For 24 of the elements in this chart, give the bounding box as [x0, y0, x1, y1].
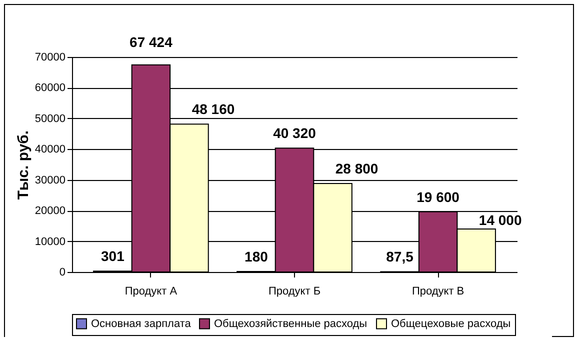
y-tick-label: 20000 — [34, 205, 66, 218]
legend-label: Общехозяйственные расходы — [214, 318, 368, 330]
y-axis-title: Тыс. руб. — [14, 130, 32, 200]
x-tick-label: Продукт В — [412, 286, 464, 298]
data-label: 87,5 — [386, 248, 414, 265]
data-label: 19 600 — [416, 188, 460, 205]
x-tick-label: Продукт Б — [268, 286, 321, 298]
y-tick-label: 50000 — [34, 112, 66, 125]
data-label: 28 800 — [335, 160, 378, 177]
data-label: 67 424 — [130, 34, 173, 50]
y-tick-label: 40000 — [34, 144, 66, 156]
data-label: 40 320 — [273, 125, 316, 142]
y-tick-label: 30000 — [34, 174, 66, 186]
legend-label: Основная зарплата — [91, 318, 192, 330]
y-tick-label: 0 — [59, 266, 66, 278]
y-tick-label: 60000 — [34, 82, 66, 94]
data-label: 301 — [100, 248, 125, 264]
data-label: 180 — [244, 248, 268, 264]
data-label: 48 160 — [192, 101, 235, 118]
y-tick-label: 70000 — [34, 52, 66, 64]
legend-label: Общецеховые расходы — [391, 318, 511, 330]
x-tick-label: Продукт А — [124, 286, 178, 298]
y-tick-label: 10000 — [34, 236, 66, 248]
data-label: 14 000 — [478, 212, 522, 228]
